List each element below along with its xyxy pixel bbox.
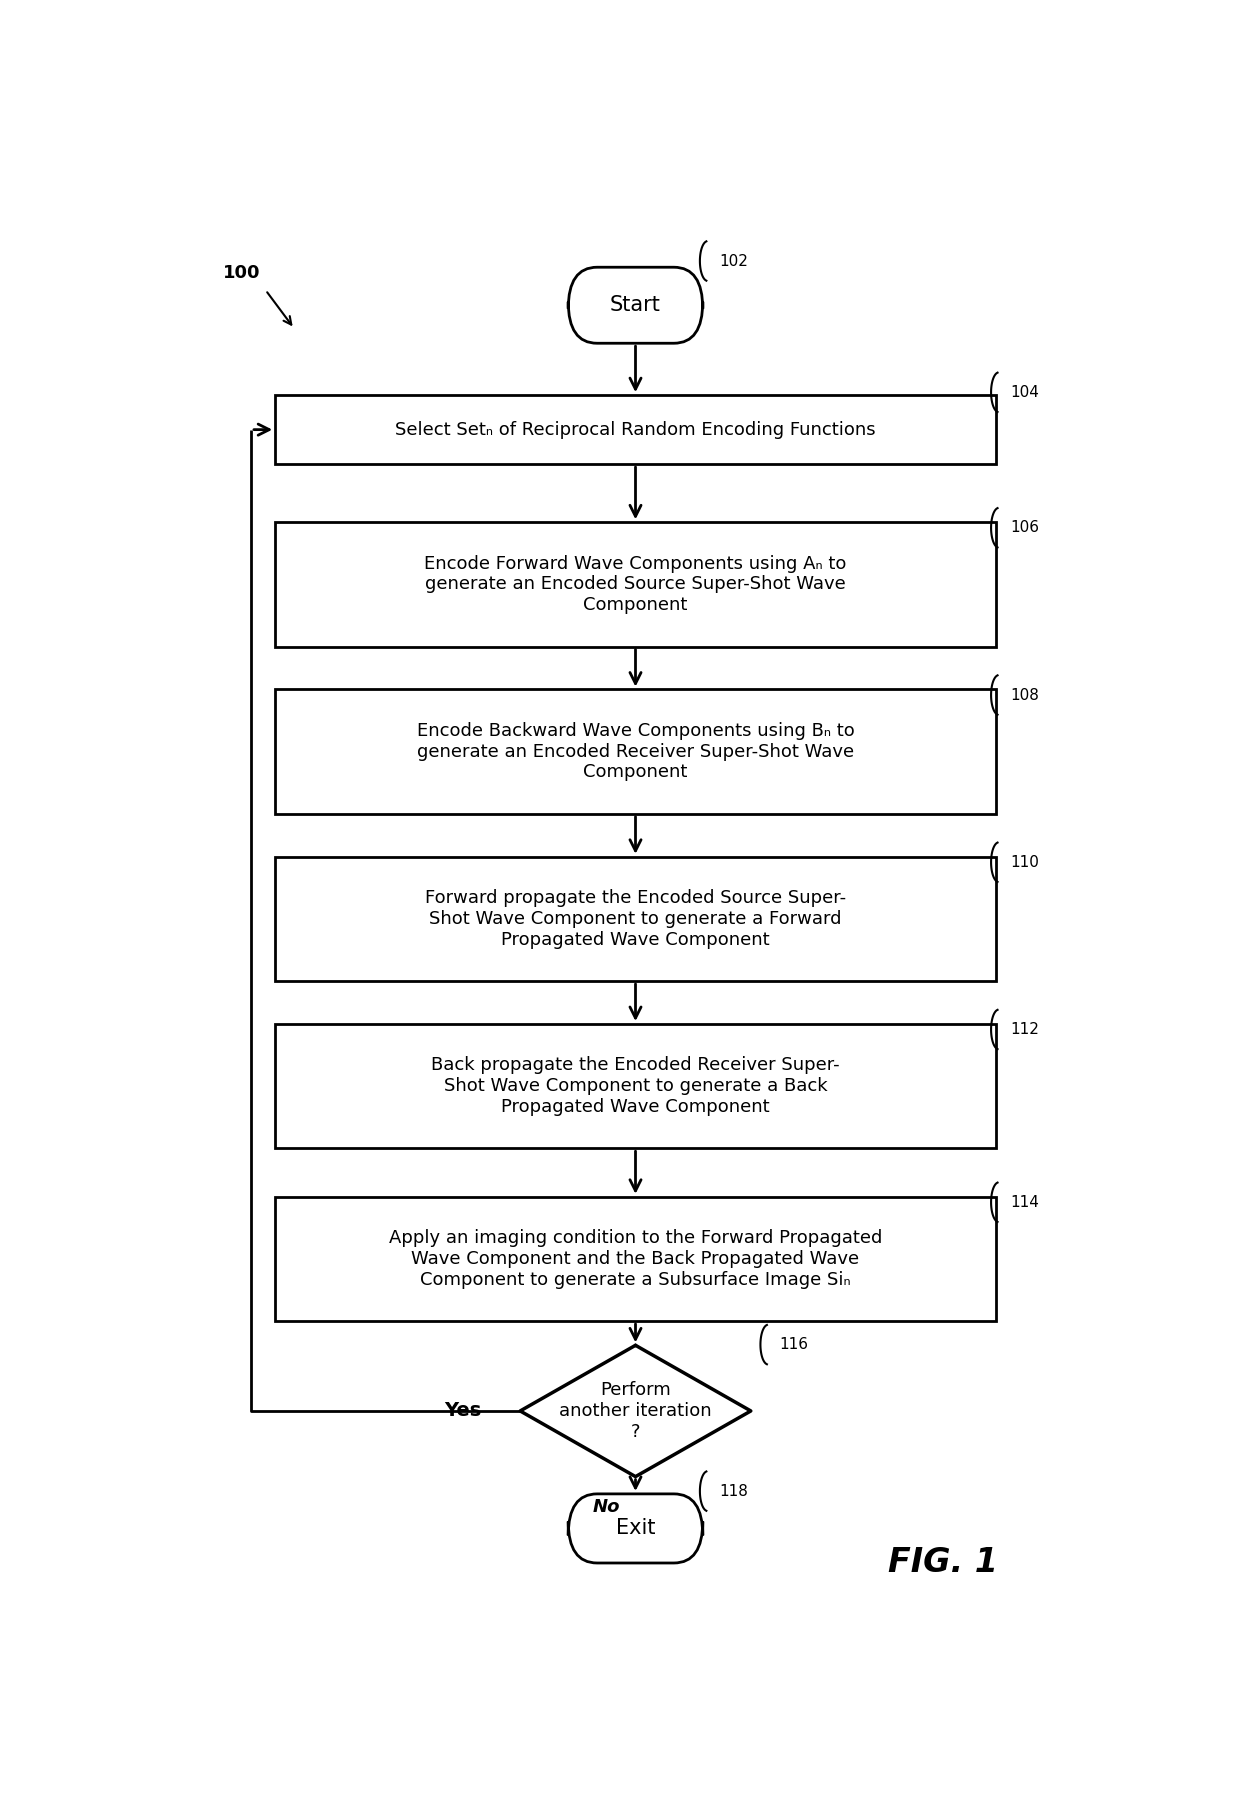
Text: Apply an imaging condition to the Forward Propagated
Wave Component and the Back: Apply an imaging condition to the Forwar… [389, 1230, 882, 1289]
FancyBboxPatch shape [568, 1493, 703, 1563]
Text: Exit: Exit [616, 1519, 655, 1538]
Text: FIG. 1: FIG. 1 [888, 1547, 998, 1580]
Text: 116: 116 [780, 1337, 808, 1352]
Text: Back propagate the Encoded Receiver Super-
Shot Wave Component to generate a Bac: Back propagate the Encoded Receiver Supe… [432, 1055, 839, 1116]
Bar [275, 1197, 996, 1321]
Text: 104: 104 [1011, 384, 1039, 400]
Text: 112: 112 [1011, 1021, 1039, 1038]
Text: Select Setₙ of Reciprocal Random Encoding Functions: Select Setₙ of Reciprocal Random Encodin… [396, 420, 875, 438]
Bar [275, 1023, 996, 1149]
Bar [275, 689, 996, 813]
Bar [275, 522, 996, 646]
FancyBboxPatch shape [568, 267, 703, 343]
Text: 100: 100 [223, 264, 260, 282]
Text: 114: 114 [1011, 1195, 1039, 1210]
Text: Start: Start [610, 294, 661, 316]
Bar [275, 395, 996, 465]
Text: Encode Forward Wave Components using Aₙ to
generate an Encoded Source Super-Shot: Encode Forward Wave Components using Aₙ … [424, 555, 847, 614]
Bar [275, 856, 996, 982]
Text: Yes: Yes [444, 1402, 481, 1420]
Text: 106: 106 [1011, 521, 1039, 535]
Text: 110: 110 [1011, 854, 1039, 871]
Text: 102: 102 [719, 253, 748, 269]
Text: Encode Backward Wave Components using Bₙ to
generate an Encoded Receiver Super-S: Encode Backward Wave Components using Bₙ… [417, 722, 854, 781]
Text: No: No [593, 1499, 620, 1517]
Text: Perform
another iteration
?: Perform another iteration ? [559, 1380, 712, 1441]
Text: 108: 108 [1011, 687, 1039, 702]
Text: 118: 118 [719, 1484, 748, 1499]
Text: Forward propagate the Encoded Source Super-
Shot Wave Component to generate a Fo: Forward propagate the Encoded Source Sup… [425, 889, 846, 950]
